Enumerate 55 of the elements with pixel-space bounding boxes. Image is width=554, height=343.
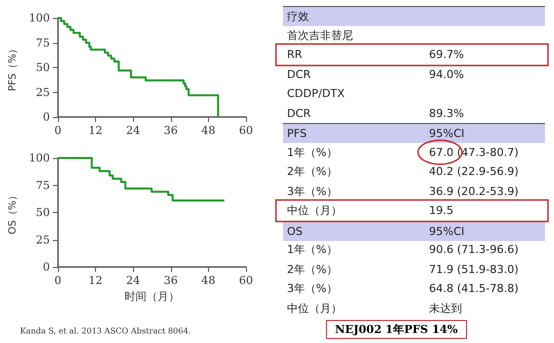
x-tick-label: 48: [201, 124, 216, 137]
x-tick-label: 60: [239, 124, 253, 137]
category-label: 首次吉非替尼: [287, 28, 353, 44]
text: 36.9 (20.2-53.9): [429, 184, 519, 198]
category-label: CDDP/DTX: [287, 86, 345, 102]
y-tick-label: 75: [36, 178, 50, 192]
y-tick-label: 0: [42, 260, 50, 274]
x-tick-label: 0: [54, 274, 62, 287]
category-label: 1年（%）: [287, 242, 338, 258]
text: 40.2 (22.9-56.9): [429, 165, 519, 178]
x-tick-label: 36: [164, 124, 178, 137]
x-tick-label: 48: [201, 274, 216, 287]
x-tick-label: 12: [88, 274, 103, 287]
y-tick-label: 50: [36, 206, 50, 219]
y-tick-label: 25: [36, 86, 50, 99]
category-label: 1年（%）: [287, 144, 338, 160]
category-label: DCR: [287, 66, 311, 82]
text: 94.0%: [429, 68, 464, 80]
category-label: 中位（月）: [287, 300, 342, 316]
text: 71.9 (51.9-83.0): [429, 262, 519, 276]
text: Kanda S, et al. 2013 ASCO Abstract 8064.: [20, 326, 191, 336]
text: 90.6 (71.3-96.6): [429, 243, 519, 256]
category-label: DCR: [287, 106, 311, 122]
y-axis-title: PFS（%）: [8, 44, 18, 92]
y-tick-label: 50: [36, 61, 50, 74]
y-tick-label: 0: [42, 110, 50, 124]
category-label: 3年（%）: [287, 281, 338, 297]
x-tick-label: 36: [164, 274, 178, 287]
category-label: PFS: [287, 126, 307, 142]
text: 95%CI: [429, 127, 464, 140]
text: 未达到: [429, 302, 462, 314]
y-tick-label: 75: [36, 36, 50, 50]
x-tick-label: 0: [54, 124, 62, 137]
category-label: 2年（%）: [287, 164, 338, 180]
x-axis-title: 时间（月）: [124, 290, 180, 303]
category-label: 3年（%）: [287, 184, 338, 200]
x-tick-label: 60: [239, 274, 253, 287]
y-axis-title: OS（%）: [8, 190, 18, 234]
text: 69.7%: [429, 48, 464, 61]
text: 95%CI: [429, 224, 464, 238]
y-tick-label: 100: [28, 152, 50, 164]
text: 19.5: [429, 204, 454, 217]
category-label: 2年（%）: [287, 262, 338, 278]
x-tick-label: 12: [88, 124, 103, 137]
y-tick-label: 25: [36, 233, 50, 246]
category-label: 疗效: [287, 9, 309, 25]
category-label: RR: [287, 47, 302, 63]
y-tick-label: 100: [28, 12, 50, 24]
text: 89.3%: [429, 106, 464, 120]
x-tick-label: 24: [126, 274, 140, 287]
category-label: OS: [287, 224, 303, 240]
x-tick-label: 24: [126, 124, 140, 137]
text: 64.8 (41.5-78.8): [429, 282, 519, 295]
category-label: 中位（月）: [287, 203, 342, 219]
text: NEJ002 1年PFS 14%: [326, 320, 467, 339]
